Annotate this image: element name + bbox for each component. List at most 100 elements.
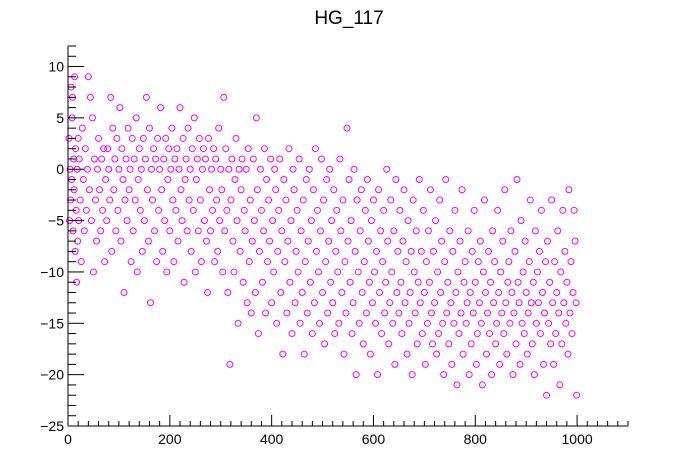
data-point bbox=[317, 227, 325, 235]
data-point bbox=[487, 278, 495, 286]
y-tick-label: −15 bbox=[40, 315, 64, 331]
data-point bbox=[199, 145, 207, 153]
data-point bbox=[568, 330, 576, 338]
data-point bbox=[125, 186, 133, 194]
data-point bbox=[99, 206, 107, 214]
data-point bbox=[214, 247, 222, 255]
data-point bbox=[138, 247, 146, 255]
x-tick-label: 800 bbox=[464, 431, 488, 447]
data-point bbox=[435, 330, 443, 338]
data-point bbox=[102, 176, 110, 184]
data-point bbox=[437, 288, 445, 296]
data-point bbox=[163, 268, 171, 276]
data-point bbox=[149, 196, 157, 204]
data-point bbox=[361, 206, 369, 214]
data-point bbox=[239, 278, 247, 286]
data-point bbox=[236, 247, 244, 255]
data-point bbox=[310, 299, 318, 307]
data-point bbox=[258, 278, 266, 286]
data-point bbox=[501, 186, 509, 194]
data-point bbox=[364, 237, 372, 245]
data-point bbox=[187, 247, 195, 255]
data-point bbox=[116, 104, 124, 112]
data-point bbox=[270, 268, 278, 276]
data-point bbox=[404, 217, 412, 225]
data-point bbox=[327, 278, 335, 286]
data-point bbox=[451, 206, 459, 214]
data-point bbox=[377, 227, 385, 235]
data-point bbox=[347, 217, 355, 225]
data-point bbox=[452, 288, 460, 296]
data-point bbox=[233, 217, 241, 225]
data-point bbox=[543, 391, 551, 399]
data-point bbox=[332, 247, 340, 255]
data-point bbox=[207, 227, 215, 235]
data-point bbox=[174, 237, 182, 245]
data-point bbox=[271, 165, 279, 173]
data-point bbox=[335, 319, 343, 327]
data-point bbox=[255, 247, 263, 255]
data-point bbox=[384, 237, 392, 245]
data-point bbox=[555, 309, 563, 317]
data-point bbox=[197, 258, 205, 266]
data-point bbox=[326, 165, 334, 173]
data-point bbox=[369, 196, 377, 204]
data-point bbox=[90, 155, 98, 163]
data-point bbox=[544, 237, 552, 245]
data-point bbox=[213, 196, 221, 204]
data-point bbox=[564, 350, 572, 358]
data-point bbox=[272, 186, 280, 194]
y-tick-label: −25 bbox=[40, 418, 64, 434]
x-tick-label: 0 bbox=[64, 431, 72, 447]
data-point bbox=[210, 145, 218, 153]
data-point bbox=[100, 145, 108, 153]
data-point bbox=[495, 288, 503, 296]
data-point bbox=[463, 299, 471, 307]
data-point bbox=[211, 258, 219, 266]
data-point bbox=[225, 165, 233, 173]
data-point bbox=[331, 330, 339, 338]
data-point bbox=[119, 176, 127, 184]
data-point bbox=[224, 288, 232, 296]
data-point bbox=[263, 176, 271, 184]
data-point bbox=[280, 176, 288, 184]
data-point bbox=[397, 278, 405, 286]
data-point bbox=[427, 309, 435, 317]
data-point bbox=[415, 176, 423, 184]
data-point bbox=[445, 340, 453, 348]
data-point bbox=[467, 340, 475, 348]
data-point bbox=[184, 124, 192, 132]
data-point bbox=[219, 268, 227, 276]
data-point bbox=[462, 319, 470, 327]
data-point bbox=[137, 165, 145, 173]
data-point bbox=[76, 196, 84, 204]
data-point bbox=[550, 360, 558, 368]
data-point bbox=[553, 288, 561, 296]
data-point bbox=[94, 165, 102, 173]
data-point bbox=[314, 268, 322, 276]
data-point bbox=[562, 319, 570, 327]
data-point bbox=[414, 278, 422, 286]
data-point bbox=[338, 288, 346, 296]
data-point bbox=[563, 278, 571, 286]
data-point bbox=[205, 134, 213, 142]
data-point bbox=[249, 155, 257, 163]
data-point bbox=[244, 145, 252, 153]
data-point bbox=[281, 258, 289, 266]
data-point bbox=[103, 217, 111, 225]
data-point bbox=[483, 309, 491, 317]
data-point bbox=[453, 381, 461, 389]
data-point bbox=[421, 360, 429, 368]
data-point bbox=[390, 227, 398, 235]
data-points bbox=[65, 73, 581, 399]
data-point bbox=[257, 206, 265, 214]
data-point bbox=[91, 196, 99, 204]
data-point bbox=[240, 206, 248, 214]
data-point bbox=[87, 217, 95, 225]
data-point bbox=[154, 134, 162, 142]
data-point bbox=[554, 227, 562, 235]
data-point bbox=[215, 124, 223, 132]
data-point bbox=[508, 288, 516, 296]
data-point bbox=[454, 268, 462, 276]
